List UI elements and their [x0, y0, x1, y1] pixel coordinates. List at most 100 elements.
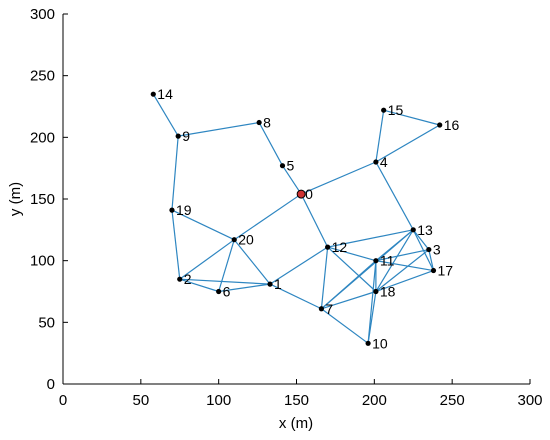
node-10-label: 10: [372, 335, 388, 351]
edge-9-19: [171, 136, 179, 211]
node-9-label: 9: [182, 128, 190, 144]
edge-13-17: [412, 229, 435, 271]
edge-11-17: [375, 260, 434, 272]
edge-13-12: [327, 229, 414, 248]
edge-13-18: [375, 229, 414, 292]
x-tick-label: 50: [132, 392, 149, 409]
edge-9-8: [178, 121, 260, 137]
node-5-marker: [279, 163, 286, 169]
edge-20-0: [233, 193, 302, 241]
x-tick-label: 300: [517, 392, 542, 409]
node-7-label: 7: [325, 301, 333, 317]
edge-0-4: [300, 161, 377, 195]
edge-12-7: [320, 247, 329, 309]
edge-12-0: [300, 193, 329, 248]
node-11-label: 11: [380, 253, 395, 269]
node-17-marker: [430, 267, 437, 274]
node-9-marker: [175, 133, 181, 139]
x-tick-label: 150: [284, 392, 309, 409]
node-5-label: 5: [286, 158, 294, 174]
edge-7-10: [321, 308, 369, 344]
node-13-label: 13: [417, 222, 433, 238]
edge-20-1: [233, 239, 271, 285]
node-3-marker: [426, 246, 432, 253]
y-tick-label: 50: [38, 314, 55, 331]
edge-4-15: [375, 110, 385, 163]
x-axis-title: x (m): [279, 415, 313, 432]
y-tick-label: 250: [30, 68, 55, 85]
node-20-marker: [231, 237, 237, 243]
node-15-marker: [381, 107, 387, 113]
edge-7-11: [321, 260, 377, 310]
node-12-marker: [325, 244, 331, 250]
node-16-marker: [437, 122, 443, 128]
node-0-label: 0: [305, 186, 313, 202]
node-2-marker: [177, 276, 183, 282]
y-tick-label: 150: [30, 191, 55, 208]
edge-2-1: [179, 278, 271, 285]
node-14-marker: [150, 91, 156, 97]
node-11-marker: [373, 258, 379, 264]
node-6-marker: [216, 288, 222, 295]
node-13-marker: [410, 227, 416, 233]
edge-19-20: [171, 209, 235, 241]
node-1-marker: [267, 281, 273, 287]
edge-2-20: [179, 239, 235, 280]
node-18-marker: [373, 288, 379, 295]
edge-20-6: [218, 239, 235, 292]
edge-5-0: [281, 165, 302, 195]
node-6-label: 6: [223, 284, 231, 300]
node-0-marker: [296, 189, 306, 199]
node-4-label: 4: [380, 154, 388, 170]
edge-11-10: [367, 260, 377, 344]
node-19-label: 19: [176, 202, 192, 218]
x-tick-label: 0: [59, 392, 67, 409]
node-12-label: 12: [332, 239, 348, 255]
y-axis-title: y (m): [7, 182, 24, 216]
edge-19-2: [171, 210, 181, 280]
node-8-label: 8: [263, 115, 271, 131]
edge-7-18: [321, 290, 377, 310]
node-2-label: 2: [184, 271, 192, 287]
edge-11-3: [375, 248, 429, 262]
node-10-marker: [365, 340, 371, 346]
node-18-label: 18: [380, 284, 396, 300]
edge-4-13: [375, 161, 414, 231]
x-tick-label: 200: [362, 392, 387, 409]
edge-14-9: [152, 93, 179, 137]
y-tick-label: 200: [30, 129, 55, 146]
edge-15-16: [383, 109, 440, 126]
y-tick-label: 100: [30, 253, 55, 270]
node-14-label: 14: [157, 86, 173, 102]
edge-7-1: [269, 283, 322, 310]
node-19-marker: [169, 207, 175, 213]
node-17-label: 17: [437, 263, 453, 279]
y-tick-label: 0: [47, 376, 55, 393]
node-3-label: 3: [433, 242, 441, 258]
edge-3-18: [375, 249, 430, 292]
edges-layer: [152, 93, 441, 344]
x-tick-label: 100: [206, 392, 231, 409]
y-tick-label: 300: [30, 6, 55, 23]
edge-2-6: [179, 278, 219, 293]
edge-11-13: [375, 229, 414, 262]
node-4-marker: [373, 159, 379, 165]
edge-3-17: [428, 249, 435, 271]
node-8-marker: [256, 119, 262, 126]
node-20-label: 20: [238, 232, 254, 248]
edge-13-3: [412, 229, 430, 250]
node-1-label: 1: [274, 276, 282, 292]
edge-6-1: [218, 283, 271, 293]
node-7-marker: [318, 306, 325, 312]
edge-8-5: [258, 122, 284, 166]
edge-12-18: [327, 246, 377, 292]
axes-layer: [62, 14, 530, 385]
edge-18-17: [375, 269, 434, 293]
edge-1-12: [269, 246, 328, 285]
x-tick-label: 250: [440, 392, 465, 409]
edge-4-16: [375, 124, 441, 163]
edge-12-11: [327, 246, 377, 262]
